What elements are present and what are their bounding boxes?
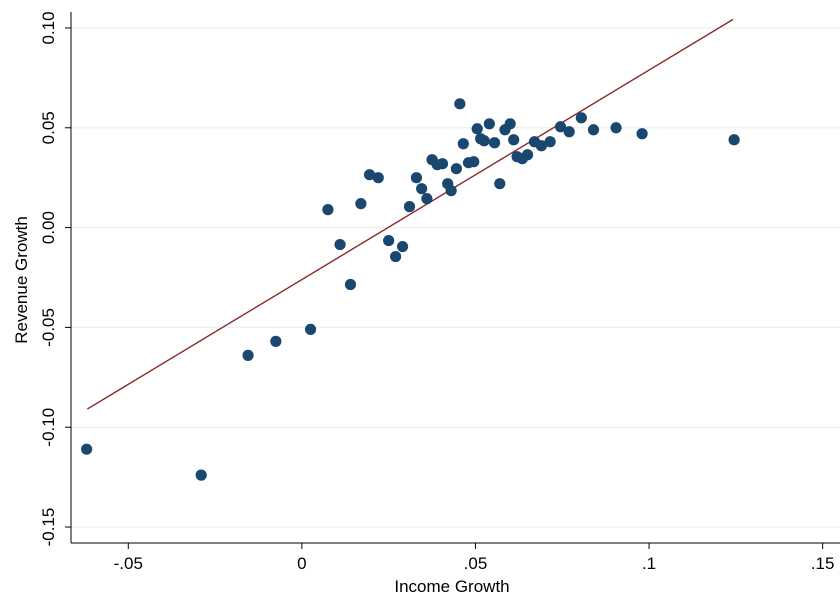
fit-line-layer — [86, 18, 734, 410]
scatter-point — [494, 178, 506, 190]
y-tick-label: -0.15 — [39, 508, 58, 547]
scatter-point — [355, 198, 367, 210]
scatter-point — [544, 136, 556, 148]
scatter-point — [344, 278, 357, 291]
scatter-point — [445, 185, 457, 197]
scatter-point — [563, 126, 575, 138]
scatter-point — [488, 137, 501, 149]
scatter-point — [372, 172, 384, 184]
scatter-point — [554, 121, 567, 133]
scatter-point — [610, 122, 622, 134]
y-tick-label: 0.10 — [39, 11, 58, 44]
scatter-point — [304, 323, 317, 336]
grid-lines — [71, 27, 840, 528]
scatter-point — [81, 443, 93, 455]
scatter-point — [396, 240, 409, 253]
scatter-point — [363, 169, 376, 181]
scatter-point — [457, 138, 469, 150]
scatter-point — [471, 123, 483, 135]
scatter-point — [242, 349, 254, 361]
scatter-point — [416, 183, 428, 195]
scatter-point — [436, 158, 449, 170]
scatter-point — [410, 172, 423, 184]
scatter-point — [478, 135, 490, 147]
scatter-point — [587, 124, 600, 136]
scatter-point — [403, 201, 416, 213]
x-tick-label: .15 — [811, 554, 835, 573]
scatter-point — [483, 118, 495, 130]
scatter-point — [468, 156, 480, 168]
scatter-point — [508, 134, 520, 146]
y-tick-label: -0.10 — [39, 408, 58, 447]
x-axis-title: Income Growth — [394, 577, 509, 596]
scatter-point — [421, 193, 433, 205]
scatter-point — [334, 238, 346, 251]
scatter-point — [728, 134, 740, 146]
x-tick-label: .1 — [642, 554, 656, 573]
x-tick-label: .05 — [464, 554, 488, 573]
scatter-point — [521, 149, 534, 161]
scatter-point — [504, 118, 516, 130]
scatter-point — [450, 163, 462, 175]
scatter-point — [383, 234, 395, 247]
scatter-point — [454, 98, 466, 110]
x-tick-label: 0 — [297, 554, 306, 573]
scatter-point — [270, 335, 282, 347]
y-tick-label: -0.05 — [39, 308, 58, 347]
fit-line — [86, 18, 734, 410]
y-tick-label: 0.05 — [39, 111, 58, 144]
axis-ticks: 0.100.050.00-0.05-0.10-0.15-.05 0.05.1.15 — [39, 11, 834, 573]
scatter-point — [322, 204, 334, 216]
scatter-point — [390, 250, 402, 263]
scatter-point — [636, 128, 648, 140]
x-tick-label: -.05 — [114, 554, 143, 573]
y-tick-label: 0.00 — [39, 211, 58, 244]
data-points — [81, 98, 740, 481]
scatter-point — [575, 112, 587, 124]
scatter-point — [535, 140, 548, 152]
y-axis-title: Revenue Growth — [12, 216, 31, 344]
scatter-point — [195, 469, 207, 481]
